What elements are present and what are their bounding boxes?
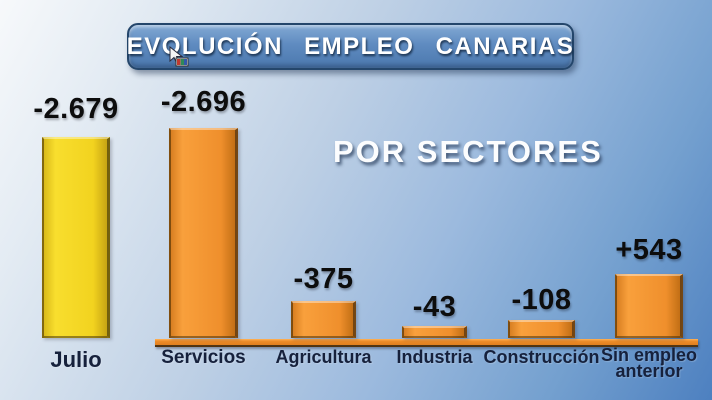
chart-baseline — [155, 339, 698, 347]
category-label-julio: Julio — [50, 347, 102, 372]
bar-group-sin-empleo-anterior: +543 Sin empleo anterior — [601, 234, 697, 380]
category-label-servicios: Servicios — [161, 347, 246, 368]
bar-group-servicios: -2.696 Servicios — [161, 86, 246, 368]
title-banner: EVOLUCIÓN EMPLEO CANARIAS — [127, 23, 574, 70]
mouse-cursor-icon — [169, 46, 189, 67]
value-label-construccion: -108 — [511, 284, 572, 316]
bar-construccion — [508, 320, 575, 338]
bar-group-agricultura: -375 Agricultura — [275, 263, 371, 367]
value-label-julio: -2.679 — [33, 93, 119, 125]
bar-sin-empleo-anterior — [615, 274, 683, 338]
bar-group-julio: -2.679 Julio — [33, 93, 118, 372]
page-title: EVOLUCIÓN EMPLEO CANARIAS — [126, 32, 575, 60]
category-label-sin-empleo-anterior: Sin empleo anterior — [600, 345, 698, 381]
value-label-industria: -43 — [412, 291, 457, 323]
category-label-agricultura: Agricultura — [275, 347, 372, 367]
bar-industria — [402, 326, 467, 338]
value-label-servicios: -2.696 — [160, 86, 247, 118]
value-label-agricultura: -375 — [293, 263, 354, 295]
category-label-industria: Industria — [396, 347, 473, 367]
bar-agricultura — [291, 301, 356, 338]
category-label-construccion: Construcción — [483, 347, 600, 367]
value-label-sin-empleo-anterior: +543 — [615, 234, 683, 266]
bar-julio — [42, 137, 110, 338]
bar-group-construccion: -108 Construcción — [483, 284, 599, 367]
subtitle-por-sectores: POR SECTORES — [333, 134, 603, 169]
bar-group-industria: -43 Industria — [396, 291, 472, 367]
bar-servicios — [169, 128, 238, 338]
